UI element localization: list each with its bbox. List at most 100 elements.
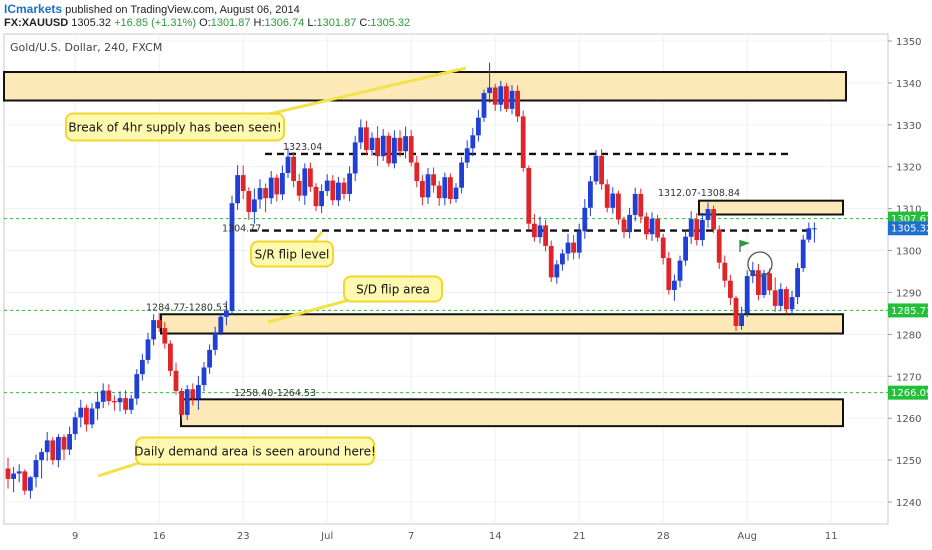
candle-body — [257, 188, 263, 200]
candle-body — [425, 174, 431, 198]
price-axis[interactable]: 1240 1250 1260 1270 1280 1290 1300 1310 1320 1330… — [888, 37, 932, 509]
price-tick-label: 1270 — [896, 372, 921, 383]
candle-body — [145, 339, 151, 360]
candle-body — [369, 137, 375, 150]
time-axis[interactable]: 9 16 23 Jul 7 14 21 28 Aug 11 — [72, 531, 838, 542]
low-label: L: — [307, 17, 317, 29]
candle-body — [588, 181, 593, 208]
price-tick-label: 1310 — [896, 205, 921, 216]
candle-body — [375, 137, 380, 157]
candle-body — [207, 349, 212, 368]
candle-body — [22, 471, 28, 491]
candle-body — [156, 320, 162, 329]
price-tag-current — [888, 221, 928, 236]
candle-body — [470, 135, 476, 149]
candle-body — [660, 237, 666, 259]
candle-body — [442, 177, 448, 199]
candle-body — [767, 273, 772, 291]
break-callout-pointer — [264, 66, 467, 117]
candle-body — [453, 187, 459, 199]
candle-body — [336, 182, 341, 201]
candle-body — [554, 264, 560, 278]
time-tick-label: 14 — [489, 531, 502, 542]
candle-body — [756, 270, 761, 295]
candle-body — [392, 137, 397, 164]
candle-body — [733, 297, 739, 326]
candle-body — [487, 87, 492, 93]
candle-body — [224, 310, 229, 317]
candle-body — [190, 389, 196, 399]
close-label: C: — [359, 17, 371, 29]
candle-body — [263, 188, 268, 199]
candle-body — [39, 452, 44, 461]
price-tick-label: 1350 — [896, 37, 921, 48]
candle-body — [285, 156, 291, 174]
time-tick-label: 16 — [153, 531, 166, 542]
candle-body — [431, 174, 436, 186]
candle-body — [688, 219, 694, 237]
price-tick-label: 1250 — [896, 456, 921, 467]
candle-body — [184, 389, 190, 415]
candle-body — [666, 258, 672, 290]
annotations: 1323.04 1304.77 1312.07-1308.84 1284.77-128… — [65, 66, 773, 478]
candle-body — [593, 155, 599, 182]
candle-body — [123, 398, 128, 410]
candle-body — [84, 407, 89, 425]
candle-body — [604, 184, 610, 208]
candle-body — [795, 268, 800, 298]
candle-body — [464, 148, 470, 163]
candle-body — [476, 117, 481, 136]
candle-body — [128, 398, 134, 410]
price-tag-1285-text: 1285.71 — [891, 306, 932, 317]
time-tick-label: 7 — [408, 531, 414, 542]
candle-body — [621, 219, 627, 233]
candle-body — [280, 173, 285, 195]
candle-body — [638, 193, 644, 217]
candle-body — [324, 180, 330, 192]
candle-body — [722, 262, 728, 281]
candle-body — [599, 155, 604, 185]
candle-body — [548, 245, 554, 278]
symbol-name[interactable]: FX:XAUUSD — [4, 17, 69, 29]
candle-body — [672, 280, 677, 290]
candle-body — [778, 289, 784, 306]
level-label: 1323.04 — [283, 142, 322, 153]
candle-body — [302, 168, 308, 196]
candle-body — [296, 180, 302, 196]
candle-body — [397, 137, 403, 152]
candle-body — [739, 313, 744, 326]
candle-body — [498, 86, 504, 105]
candle-body — [627, 214, 632, 233]
candle-body — [67, 434, 72, 450]
level-label: 1304.77 — [222, 224, 261, 235]
candle-body — [196, 385, 201, 399]
last-price: 1305.32 — [71, 17, 111, 29]
candle-body — [694, 219, 700, 241]
candle-body — [380, 135, 386, 157]
candle-body — [16, 471, 22, 474]
candle-body — [78, 407, 84, 418]
candle-body — [151, 320, 156, 340]
candle-body — [515, 90, 520, 117]
candle-body — [106, 390, 112, 401]
daily-callout — [135, 436, 375, 466]
candle-body — [50, 440, 56, 461]
candle-body — [812, 228, 817, 230]
price-tick-label: 1320 — [896, 163, 921, 174]
candles — [5, 62, 817, 499]
publisher-link[interactable]: ICmarkets — [4, 2, 63, 16]
candle-body — [806, 228, 812, 240]
candle-body — [744, 276, 750, 314]
candle-body — [319, 191, 324, 207]
candle-body — [772, 290, 778, 306]
candle-body — [436, 185, 442, 199]
candle-body — [705, 209, 711, 220]
time-tick-label: 21 — [573, 531, 586, 542]
level-label: 1258.40-1264.53 — [234, 388, 316, 399]
sr-callout-text: S/R flip level — [255, 248, 330, 262]
candle-body — [308, 168, 313, 187]
candle-body — [504, 86, 509, 109]
time-tick-label: Jul — [320, 531, 333, 542]
candle-body — [537, 225, 543, 238]
